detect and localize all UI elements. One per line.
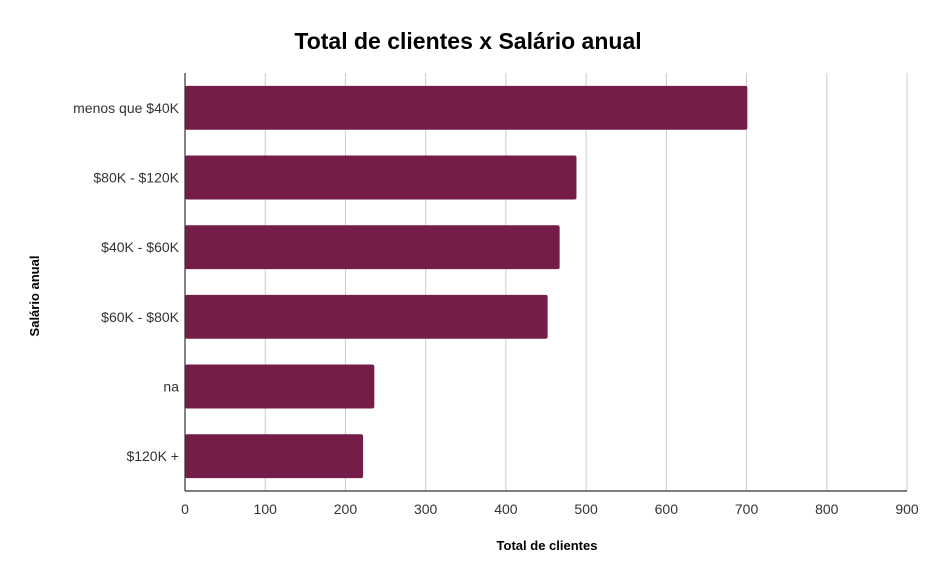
bar [185, 364, 375, 409]
bar [185, 225, 560, 270]
x-tick-labels: 0 100 200 300 400 500 600 700 800 900 [181, 501, 919, 517]
x-tick-label: 100 [254, 501, 278, 517]
x-tick-label: 300 [414, 501, 438, 517]
y-tick-label: $120K + [126, 448, 179, 464]
y-tick-label: na [163, 379, 179, 395]
bar [185, 85, 748, 130]
y-axis-title: Salário anual [27, 256, 42, 337]
bar [185, 155, 577, 200]
x-axis-title: Total de clientes [497, 538, 598, 553]
y-tick-label: $80K - $120K [93, 170, 179, 186]
x-tick-label: 0 [181, 501, 189, 517]
gridlines [264, 73, 908, 491]
bars [185, 85, 748, 479]
x-tick-label: 500 [574, 501, 598, 517]
bar [185, 294, 548, 339]
axes [184, 73, 907, 492]
y-tick-labels: menos que $40K $80K - $120K $40K - $60K $60… [73, 100, 180, 464]
x-tick-label: 200 [334, 501, 358, 517]
x-tick-label: 800 [815, 501, 839, 517]
bar [185, 434, 364, 479]
x-tick-label: 400 [494, 501, 518, 517]
x-tick-label: 900 [895, 501, 919, 517]
x-tick-label: 600 [655, 501, 679, 517]
x-tick-label: 700 [735, 501, 759, 517]
y-tick-label: $40K - $60K [101, 239, 179, 255]
chart-title: Total de clientes x Salário anual [294, 28, 641, 54]
y-tick-label: menos que $40K [73, 100, 180, 116]
y-tick-label: $60K - $80K [101, 309, 179, 325]
